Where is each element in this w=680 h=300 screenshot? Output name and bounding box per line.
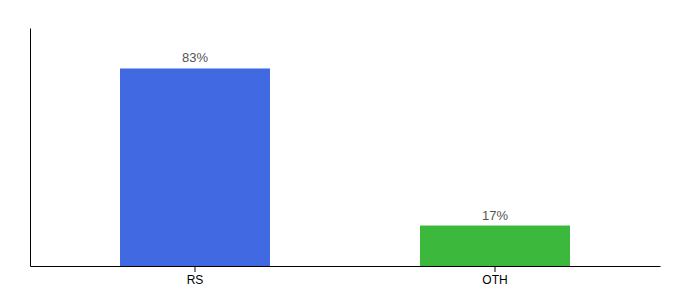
x-tick: RS bbox=[187, 266, 204, 287]
data-label: 17% bbox=[482, 208, 508, 223]
x-tick: OTH bbox=[482, 266, 507, 287]
data-label: 83% bbox=[182, 50, 208, 65]
data-labels: 83% 17% bbox=[182, 50, 508, 222]
bars bbox=[120, 68, 570, 266]
y-axis-line bbox=[30, 29, 31, 267]
chart-svg: RS OTH 83% 17% bbox=[0, 0, 680, 300]
bar bbox=[420, 226, 570, 266]
x-axis: RS OTH bbox=[31, 266, 661, 287]
x-tick-label: OTH bbox=[482, 273, 507, 287]
x-tick-mark bbox=[195, 266, 196, 272]
plot-area: RS OTH 83% 17% bbox=[31, 29, 661, 287]
x-axis-line bbox=[31, 266, 661, 267]
y-axis bbox=[30, 29, 31, 267]
x-tick-label: RS bbox=[187, 273, 204, 287]
bar bbox=[120, 68, 270, 266]
chart-container: RS OTH 83% 17% bbox=[0, 0, 680, 300]
x-tick-mark bbox=[495, 266, 496, 272]
